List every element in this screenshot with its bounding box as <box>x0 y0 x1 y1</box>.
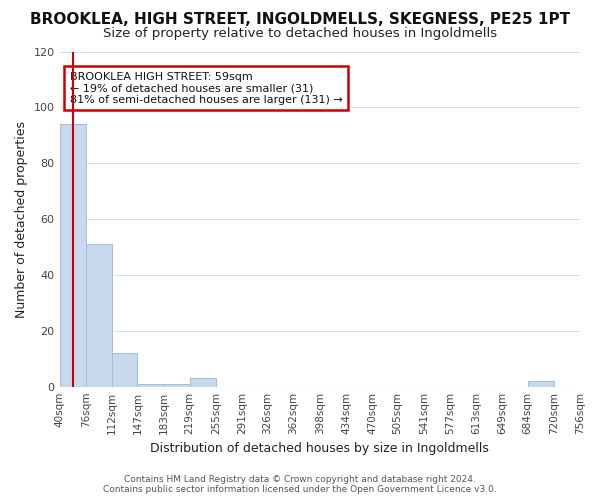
Bar <box>163 384 190 386</box>
Text: BROOKLEA HIGH STREET: 59sqm
← 19% of detached houses are smaller (31)
81% of sem: BROOKLEA HIGH STREET: 59sqm ← 19% of det… <box>70 72 343 105</box>
Text: Size of property relative to detached houses in Ingoldmells: Size of property relative to detached ho… <box>103 28 497 40</box>
Bar <box>112 353 137 386</box>
Bar <box>86 244 112 386</box>
Y-axis label: Number of detached properties: Number of detached properties <box>15 120 28 318</box>
Bar <box>190 378 216 386</box>
X-axis label: Distribution of detached houses by size in Ingoldmells: Distribution of detached houses by size … <box>151 442 489 455</box>
Text: BROOKLEA, HIGH STREET, INGOLDMELLS, SKEGNESS, PE25 1PT: BROOKLEA, HIGH STREET, INGOLDMELLS, SKEG… <box>30 12 570 28</box>
Bar <box>59 124 86 386</box>
Text: Contains HM Land Registry data © Crown copyright and database right 2024.
Contai: Contains HM Land Registry data © Crown c… <box>103 474 497 494</box>
Bar <box>527 381 554 386</box>
Bar <box>137 384 163 386</box>
